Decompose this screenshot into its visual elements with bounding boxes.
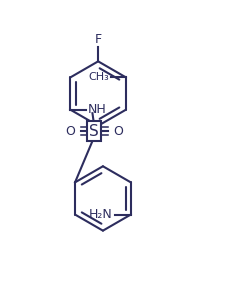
Text: CH₃: CH₃: [89, 72, 109, 82]
Text: NH: NH: [88, 103, 107, 116]
Text: S: S: [89, 124, 99, 139]
Text: O: O: [113, 125, 123, 138]
Text: H₂N: H₂N: [89, 208, 113, 221]
Text: F: F: [95, 33, 102, 46]
Text: O: O: [65, 125, 75, 138]
